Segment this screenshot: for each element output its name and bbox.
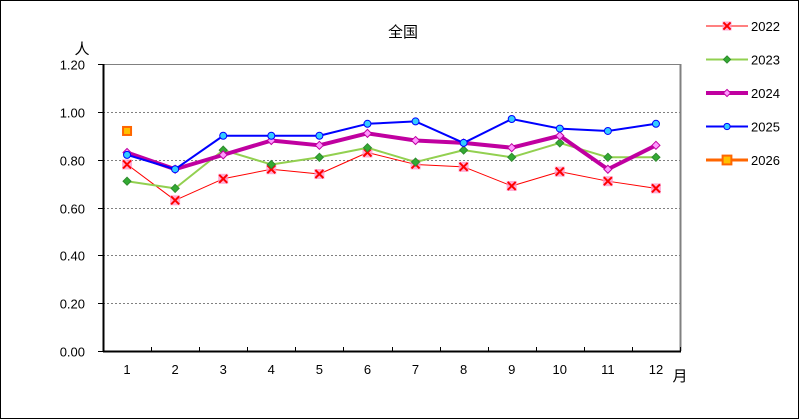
data-point — [267, 131, 276, 140]
x-tick-label: 6 — [364, 362, 371, 377]
y-tick-label: 1.20 — [60, 58, 85, 73]
data-point — [458, 145, 469, 155]
data-point — [123, 150, 132, 159]
legend-label: 2022 — [751, 19, 780, 34]
data-point — [602, 176, 613, 187]
series-2023 — [122, 138, 661, 194]
y-tick-label: 0.40 — [60, 249, 85, 264]
data-point — [314, 152, 325, 162]
data-point — [507, 143, 517, 153]
data-point — [362, 147, 373, 158]
legend-label: 2024 — [751, 86, 780, 101]
y-tick-label: 1.00 — [60, 106, 85, 121]
legend-label: 2025 — [751, 120, 780, 135]
x-tick-label: 9 — [508, 362, 515, 377]
legend-label: 2023 — [751, 53, 780, 68]
data-point — [170, 183, 180, 194]
series-2025 — [123, 115, 660, 174]
x-tick-label: 7 — [412, 362, 419, 377]
data-point — [603, 152, 613, 162]
x-tick-label: 12 — [649, 362, 663, 377]
series-2026 — [122, 125, 133, 136]
data-point — [314, 140, 325, 151]
data-point — [603, 126, 612, 135]
data-point — [266, 164, 277, 175]
data-point — [555, 138, 565, 148]
x-tick-label: 4 — [268, 362, 275, 377]
gridlines — [103, 112, 680, 304]
series-line — [126, 131, 657, 172]
y-tick-label: 0.20 — [60, 297, 85, 312]
data-point — [650, 183, 661, 194]
y-tick-label: 0.60 — [60, 202, 85, 217]
legend-label: 2026 — [751, 153, 780, 168]
data-point — [555, 124, 564, 133]
data-point — [362, 143, 373, 153]
data-point — [171, 165, 180, 174]
data-point — [122, 159, 133, 170]
data-point — [651, 119, 660, 128]
data-point — [603, 164, 613, 174]
data-point — [458, 161, 469, 172]
data-point — [506, 180, 517, 191]
legend-item-2026: 2026 — [706, 153, 780, 168]
x-tick-label: 5 — [316, 362, 323, 377]
data-point — [122, 176, 132, 186]
x-axis-unit-label: 月 — [672, 367, 687, 385]
data-point — [218, 173, 229, 184]
data-point — [507, 115, 516, 124]
x-tick-label: 3 — [220, 362, 227, 377]
data-point — [170, 195, 181, 206]
legend-item-2024: 2024 — [706, 86, 780, 101]
data-point — [555, 131, 565, 141]
legend-item-2023: 2023 — [706, 53, 780, 68]
data-point — [410, 157, 421, 167]
data-point — [122, 125, 133, 136]
x-tick-label: 11 — [601, 362, 615, 377]
y-tick-label: 0.00 — [60, 345, 85, 360]
series-2022 — [122, 147, 661, 206]
data-point — [507, 152, 517, 162]
x-tick-label: 8 — [460, 362, 467, 377]
x-tick-label: 1 — [123, 362, 130, 377]
data-point — [410, 135, 421, 146]
data-point — [266, 159, 276, 170]
y-axis-unit-label: 人 — [74, 40, 89, 58]
series-group — [122, 115, 661, 206]
data-point — [315, 131, 324, 140]
data-point — [651, 140, 661, 151]
data-point — [362, 128, 373, 139]
x-tick-label: 10 — [553, 362, 567, 377]
data-point — [219, 131, 228, 140]
data-point — [218, 150, 228, 160]
data-point — [363, 119, 372, 128]
axes: 0.000.200.400.600.801.001.201 2 3 4 5 6 7 8 9 10 1… — [60, 58, 682, 377]
y-tick-label: 0.80 — [60, 154, 85, 169]
legend-item-2025: 2025 — [706, 120, 780, 135]
x-tick-label: 2 — [172, 362, 179, 377]
legend-item-2022: 2022 — [706, 19, 780, 34]
legend: 2022 2023 2024 2025 2026 — [706, 19, 780, 168]
data-point — [459, 138, 468, 147]
data-point — [411, 117, 420, 126]
data-point — [314, 169, 325, 180]
chart-title: 全国 — [388, 23, 418, 41]
data-point — [651, 152, 661, 162]
series-line — [126, 118, 657, 171]
series-line — [126, 151, 657, 201]
data-point — [554, 166, 565, 177]
